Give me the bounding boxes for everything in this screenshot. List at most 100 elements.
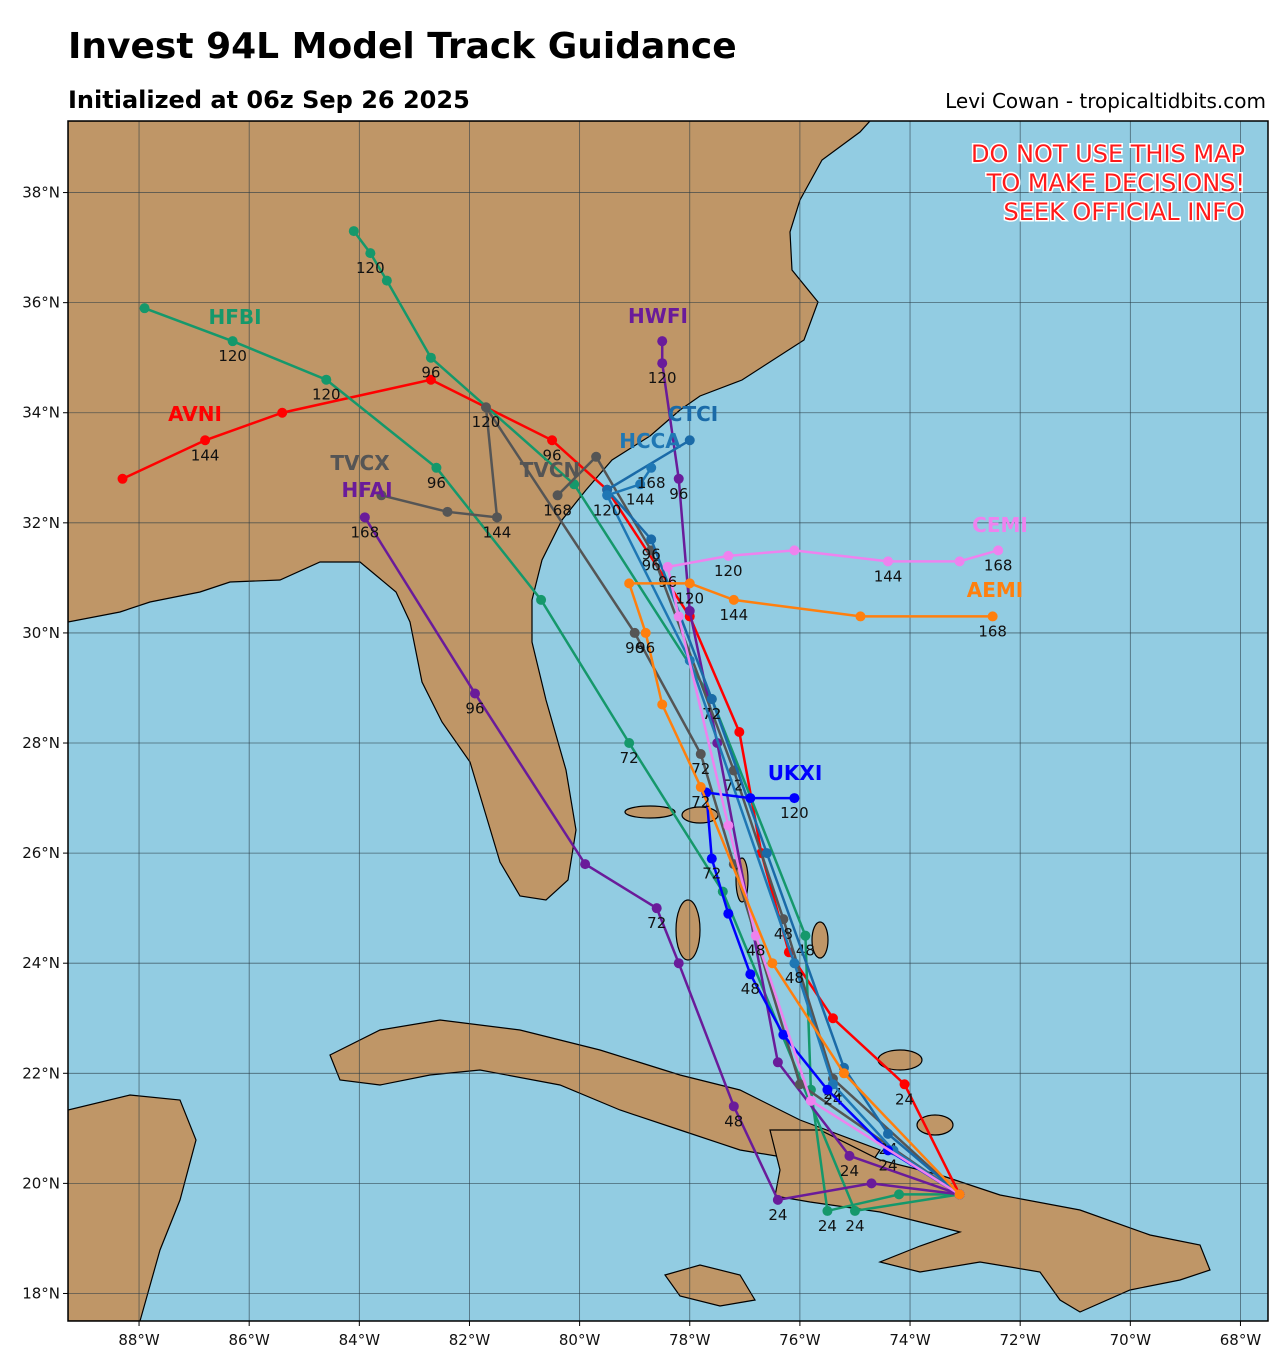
forecast-hour: 72 (691, 760, 710, 778)
forecast-hour: 24 (823, 1090, 842, 1108)
model-name: HFBI (208, 305, 261, 329)
forecast-hour: 168 (351, 523, 380, 541)
track-point (227, 336, 238, 347)
track-point (723, 820, 734, 831)
track-point (200, 435, 211, 446)
forecast-hour: 96 (427, 474, 446, 492)
warning: DO NOT USE THIS MAP (971, 140, 1245, 168)
x-tick-label: 82°W (449, 1331, 491, 1349)
track-line (605, 439, 961, 1196)
track-point (629, 627, 640, 638)
track-point (761, 848, 772, 859)
track-point (624, 578, 635, 589)
forecast-hour: 48 (741, 980, 760, 998)
track-point (480, 402, 491, 413)
track-point (624, 738, 635, 749)
track-point (646, 534, 657, 545)
track-line (704, 791, 961, 1196)
track-point (745, 793, 756, 804)
forecast-hour: 120 (714, 562, 743, 580)
forecast-hour: 120 (472, 413, 501, 431)
track-point (849, 1205, 860, 1216)
track-point (591, 451, 602, 462)
track-point (728, 594, 739, 605)
forecast-hour: 144 (719, 606, 748, 624)
track-point (580, 859, 591, 870)
y-tick-label: 32°N (22, 514, 60, 532)
forecast-hour: 120 (593, 501, 622, 519)
track-point (838, 1068, 849, 1079)
model-name: HFAI (341, 478, 392, 502)
forecast-hour: 120 (780, 804, 809, 822)
track-point (899, 1079, 910, 1090)
y-tick-label: 22°N (22, 1064, 60, 1082)
track-point (855, 611, 866, 622)
model-name: CEMI (972, 513, 1028, 537)
warning: TO MAKE DECISIONS! (986, 169, 1245, 197)
model-name: CTCI (668, 402, 718, 426)
track-point (789, 793, 800, 804)
track-line (605, 467, 961, 1196)
y-tick-label: 20°N (22, 1174, 60, 1192)
model-name: TVCX (330, 451, 390, 475)
forecast-hour: 96 (625, 639, 644, 657)
x-tick-label: 86°W (228, 1331, 270, 1349)
track-point (321, 374, 332, 385)
forecast-hour: 168 (543, 501, 572, 519)
track-point (728, 1101, 739, 1112)
track-point (706, 853, 717, 864)
forecast-hour: 24 (840, 1162, 859, 1180)
x-tick-label: 68°W (1220, 1331, 1262, 1349)
track-point (805, 1095, 816, 1106)
track-point (789, 545, 800, 556)
forecast-hour: 96 (669, 485, 688, 503)
track-point (954, 1189, 965, 1200)
forecast-hour: 72 (647, 914, 666, 932)
y-tick-label: 30°N (22, 624, 60, 642)
y-tick-label: 36°N (22, 294, 60, 312)
track-point (552, 490, 563, 501)
model-name: HWFI (628, 304, 688, 328)
track-point (425, 352, 436, 363)
forecast-hour: 144 (874, 567, 903, 585)
track-point (431, 462, 442, 473)
forecast-hour: 24 (818, 1217, 837, 1235)
y-tick-label: 34°N (22, 404, 60, 422)
track-point (117, 473, 128, 484)
y-tick-label: 24°N (22, 954, 60, 972)
track-point (673, 611, 684, 622)
forecast-hour: 144 (191, 446, 220, 464)
track-point (684, 578, 695, 589)
forecast-hour: 144 (626, 490, 655, 508)
track-point (469, 688, 480, 699)
track-point (536, 594, 547, 605)
track-point (866, 1178, 877, 1189)
forecast-hour: 168 (637, 474, 666, 492)
x-tick-label: 72°W (999, 1331, 1041, 1349)
forecast-hour: 120 (218, 347, 247, 365)
track-point (800, 930, 811, 941)
track-point (723, 908, 734, 919)
forecast-hour: 144 (483, 523, 512, 541)
track-point (442, 506, 453, 517)
track-point (381, 275, 392, 286)
track-point (745, 969, 756, 980)
track-point (602, 490, 613, 501)
model-name: UKXI (768, 761, 823, 785)
track-point (657, 336, 668, 347)
track-point (657, 358, 668, 369)
track-point (723, 550, 734, 561)
x-tick-label: 70°W (1110, 1331, 1152, 1349)
forecast-hour: 96 (658, 573, 677, 591)
track-point (348, 226, 359, 237)
y-tick-label: 38°N (22, 184, 60, 202)
track-point (954, 556, 965, 567)
track-point (695, 749, 706, 760)
track-point (651, 903, 662, 914)
model-name: AVNI (168, 402, 222, 426)
x-tick-label: 76°W (779, 1331, 821, 1349)
track-point (365, 248, 376, 259)
track-point (772, 1057, 783, 1068)
credit: Levi Cowan - tropicaltidbits.com (945, 89, 1266, 113)
track-point (993, 545, 1004, 556)
